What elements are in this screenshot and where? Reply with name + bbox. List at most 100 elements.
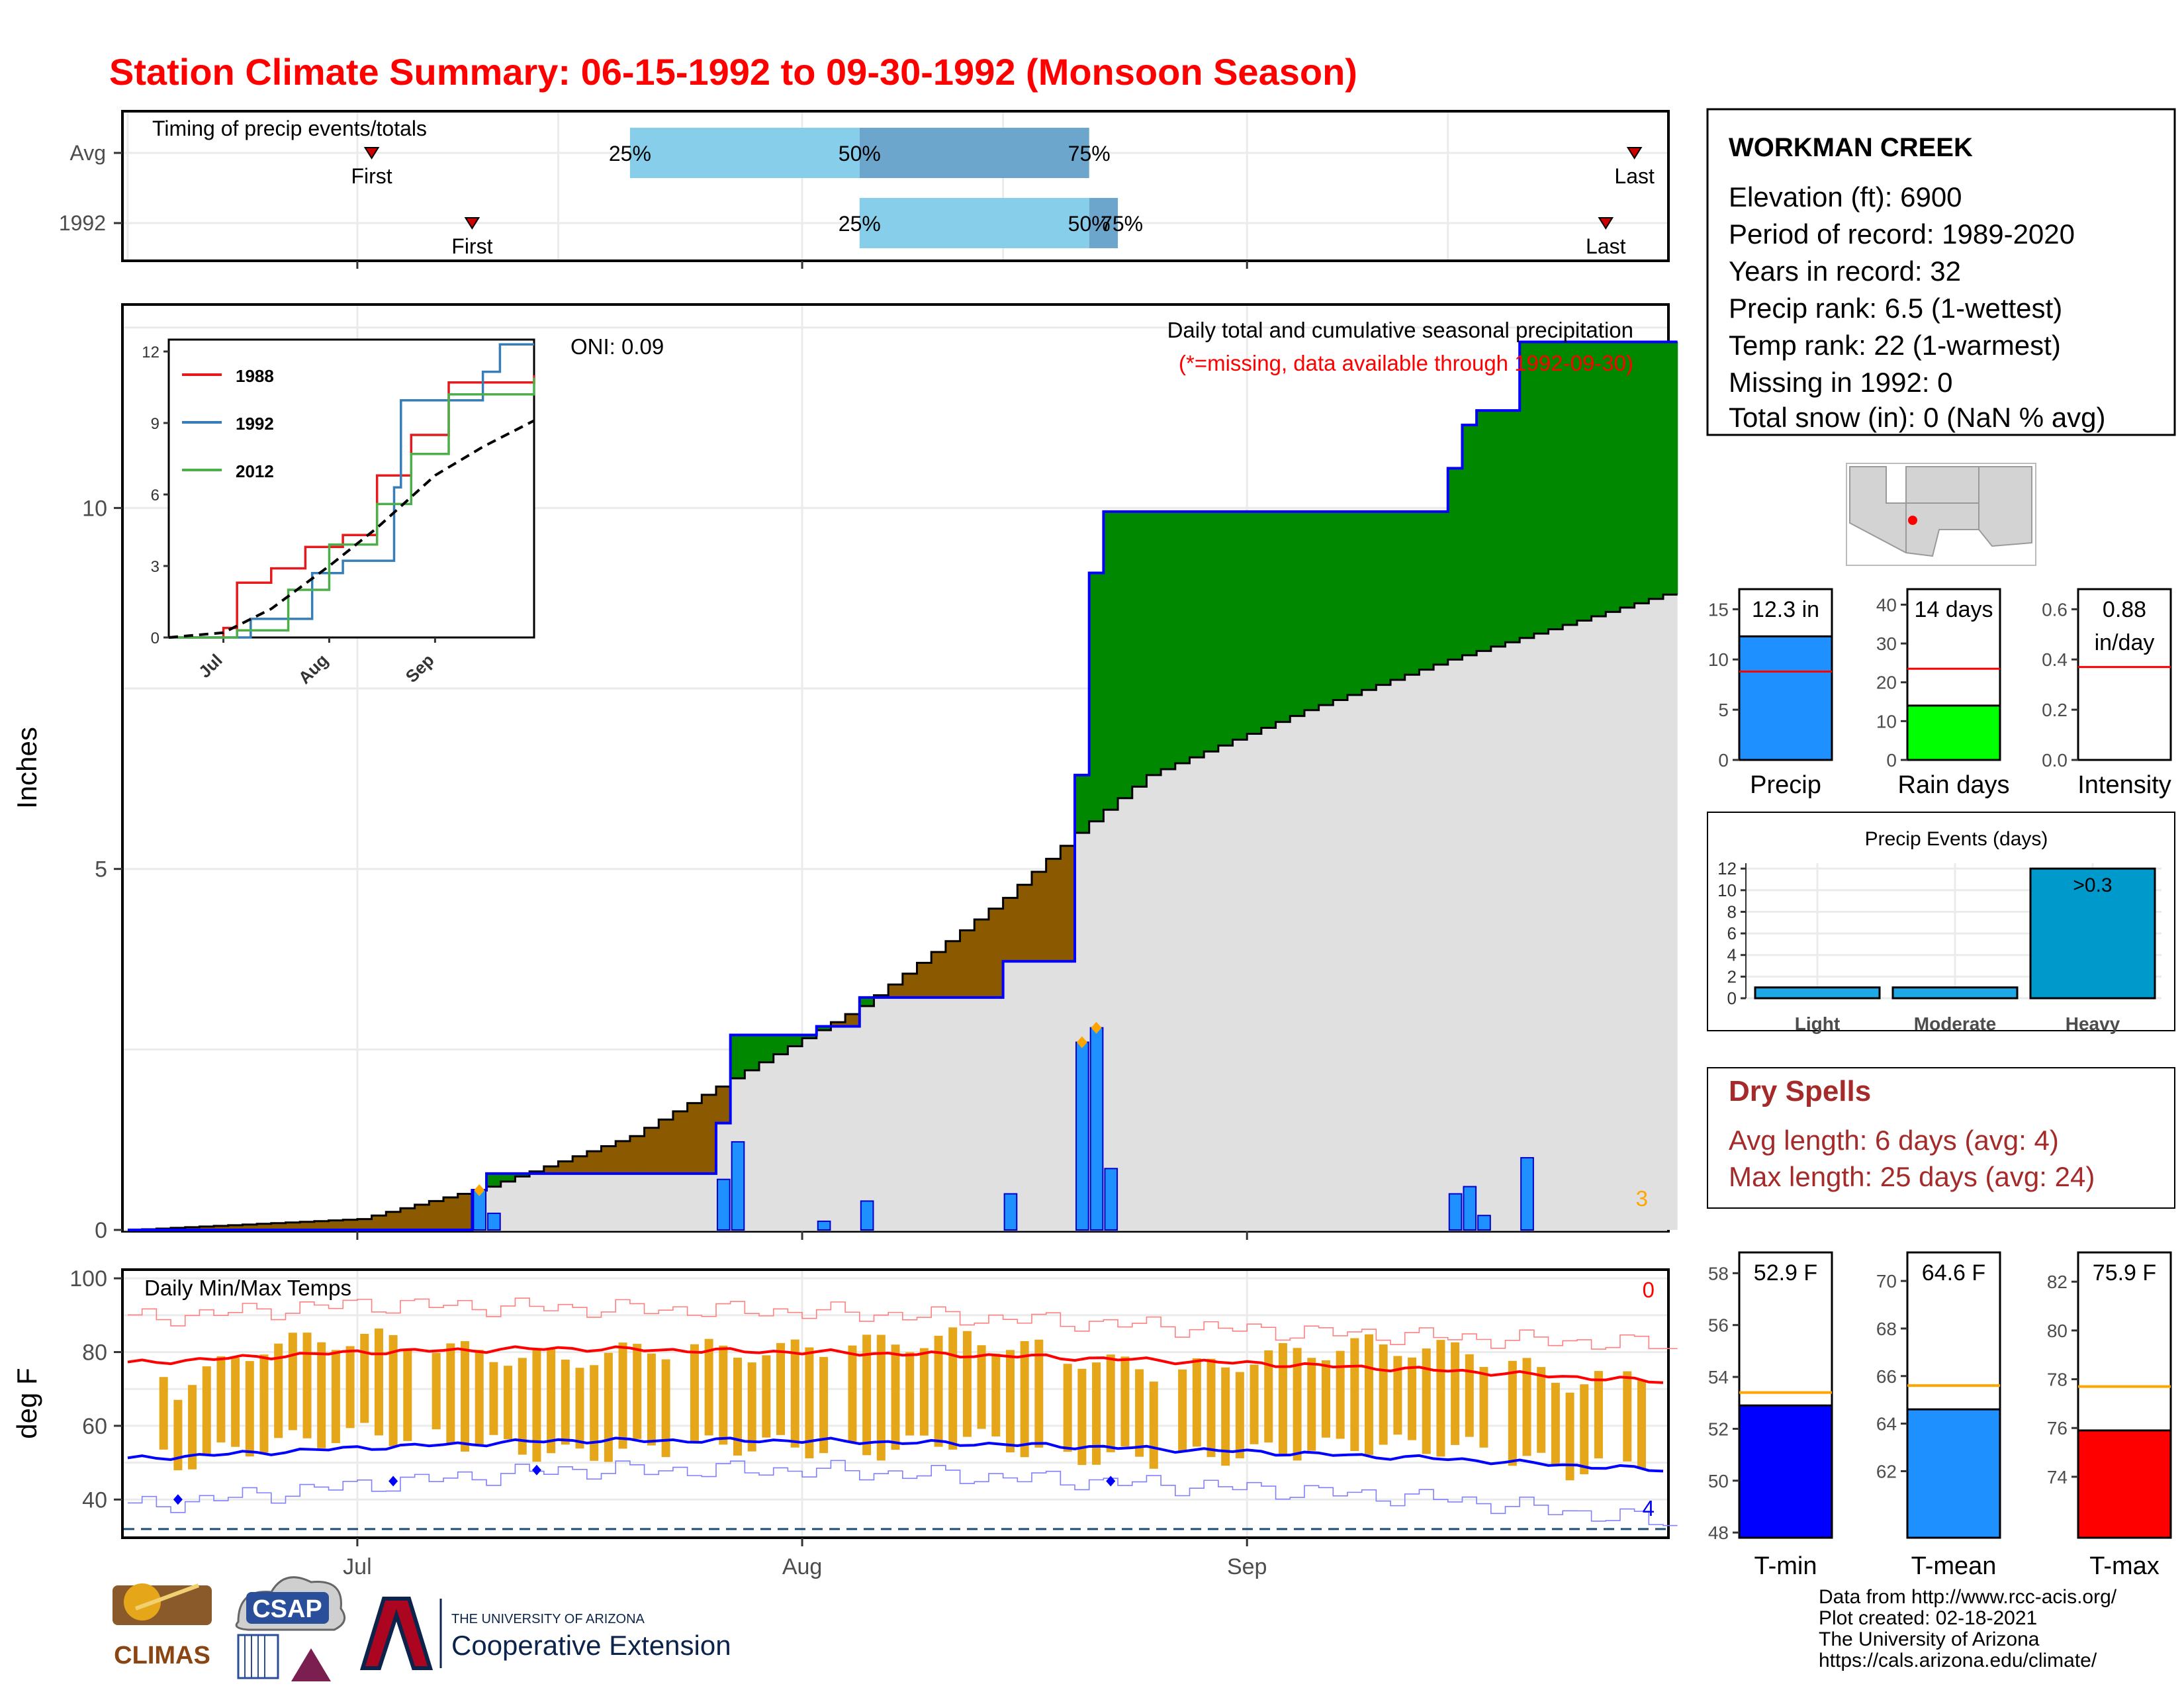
avg-max-line — [127, 1345, 1664, 1384]
daily-temp-range-bar — [747, 1362, 756, 1452]
record-low-marker — [173, 1494, 183, 1505]
precip-diff-fill — [1075, 774, 1090, 833]
precip-diff-fill — [1533, 342, 1549, 634]
events-ytick-label: 2 — [1727, 966, 1737, 986]
daily-temp-range-bar — [647, 1353, 656, 1446]
record-low-line — [128, 1460, 1678, 1526]
precip-diff-fill — [1060, 845, 1075, 962]
summary-xlabel: Rain days — [1898, 771, 2010, 799]
precip-diff-fill — [715, 1086, 731, 1123]
daily-temp-range-bar — [518, 1358, 527, 1455]
precip-diff-fill — [988, 908, 1004, 998]
precip-diff-fill — [1433, 511, 1449, 665]
precip-diff-fill — [659, 1119, 674, 1174]
timing-label-last: Last — [1614, 164, 1655, 188]
precip-diff-fill — [1218, 511, 1234, 746]
summary-bar-charts: 0 5 10 15 12.3 in Precip 0 10 20 30 40 14 days Rain … — [1708, 588, 2172, 799]
record-marker — [1076, 1036, 1087, 1049]
daily-temp-range-bar — [819, 1356, 829, 1454]
precip-diff-fill — [443, 1197, 459, 1230]
events-xlabel: Moderate — [1914, 1013, 1996, 1034]
summary-ytick-label: 0.2 — [2042, 700, 2068, 720]
temp-summary-ytick-label: 76 — [2047, 1418, 2068, 1438]
precip-diff-fill — [974, 919, 989, 998]
precip-diff-fill — [1663, 342, 1678, 595]
daily-temp-range-bar — [1408, 1357, 1417, 1440]
events-bar-Heavy — [2029, 867, 2156, 1000]
daily-temp-range-bar — [690, 1344, 699, 1442]
credit-university: The University of Arizona — [1819, 1628, 2040, 1650]
daily-temp-range-bar — [733, 1358, 742, 1456]
events-ytick-label: 6 — [1727, 923, 1737, 943]
daily-precip-bar — [716, 1178, 731, 1231]
precip-diff-fill — [314, 1221, 330, 1230]
daily-temp-range-bar — [317, 1342, 326, 1448]
daily-temp-range-bar — [1077, 1368, 1087, 1466]
daily-temp-range-bar — [302, 1333, 312, 1438]
record-low-marker — [388, 1476, 398, 1487]
daily-precip-bar — [487, 1212, 501, 1231]
ua-line1: THE UNIVERSITY OF ARIZONA — [451, 1612, 645, 1626]
precip-diff-fill — [1003, 898, 1018, 962]
temp-summary-bar-T-mean — [1906, 1408, 2001, 1539]
daily-temp-range-bar — [1178, 1369, 1187, 1452]
daily-temp-range-bar — [1120, 1356, 1130, 1447]
timing-row-label-year: 1992 — [59, 211, 106, 235]
daily-precip-bar — [1448, 1193, 1463, 1231]
daily-temp-range-bar — [1092, 1362, 1101, 1465]
summary-ytick-label: 0.6 — [2042, 599, 2068, 620]
temp-ytick-label: 40 — [82, 1487, 107, 1513]
temp-summary-value-label: 52.9 F — [1754, 1260, 1817, 1286]
timing-bar-25-50 — [629, 128, 860, 178]
precip-diff-fill — [730, 1035, 745, 1078]
summary-xlabel: Precip — [1750, 771, 1821, 799]
timing-label-first: First — [451, 234, 492, 258]
daily-temp-range-bar — [1063, 1364, 1072, 1452]
precip-ytick-label: 10 — [82, 496, 107, 521]
timing-marker — [363, 147, 380, 160]
daily-temp-range-bar — [202, 1366, 211, 1454]
temp-ytick-label: 100 — [69, 1266, 107, 1291]
daily-temp-range-bar — [1565, 1392, 1574, 1481]
daily-temp-range-bar — [848, 1345, 857, 1442]
daily-temp-range-bar — [1379, 1344, 1388, 1445]
record-marker — [474, 1184, 485, 1197]
daily-precip-bar — [1104, 1168, 1118, 1231]
precip-diff-fill — [300, 1221, 315, 1230]
timing-row-label-avg: Avg — [69, 141, 106, 165]
temperature-summary-bars: 48 50 52 54 56 58 52.9 F T-min 62 64 66 68 70 64.6 F T… — [1708, 1251, 2172, 1580]
events-ytick-label: 8 — [1727, 902, 1737, 921]
daily-temp-range-bar — [1278, 1343, 1287, 1454]
summary-value-label: 14 days — [1914, 597, 1993, 622]
events-ytick-label: 12 — [1717, 859, 1737, 878]
map-state-borders — [1905, 467, 1979, 553]
timing-bar-50-75 — [1089, 198, 1118, 248]
precip-diff-fill — [1520, 342, 1535, 638]
precip-diff-fill — [515, 1173, 530, 1177]
station-period: Period of record: 1989-2020 — [1729, 218, 2075, 250]
temp-summary-ytick-label: 48 — [1708, 1523, 1729, 1543]
precip-diff-fill — [888, 984, 903, 998]
precip-header-line1: Daily total and cumulative seasonal prec… — [1167, 318, 1633, 342]
precip-diff-fill — [601, 1146, 616, 1174]
daily-temp-range-bar — [188, 1385, 197, 1470]
dry-spells-title: Dry Spells — [1729, 1075, 1871, 1107]
temp-summary-ytick-label: 52 — [1708, 1419, 1729, 1439]
precip-diff-fill — [199, 1226, 214, 1230]
precip-corner-count: 3 — [1636, 1186, 1648, 1211]
precip-diff-fill — [1232, 511, 1248, 740]
summary-ytick-label: 0 — [1718, 750, 1729, 771]
precip-diff-fill — [773, 1035, 788, 1055]
precip-diff-fill — [1563, 342, 1578, 626]
timing-title: Timing of precip events/totals — [152, 117, 427, 140]
events-bar-Light — [1754, 986, 1881, 1000]
precip-diff-fill — [285, 1222, 300, 1230]
avg-min-line — [127, 1436, 1664, 1473]
daily-temp-range-bar — [475, 1350, 484, 1445]
daily-temp-range-bar — [231, 1358, 240, 1447]
summary-ytick-label: 30 — [1876, 633, 1897, 654]
daily-temp-range-bar — [790, 1339, 799, 1448]
temp-summary-ytick-label: 80 — [2047, 1321, 2068, 1341]
daily-temp-range-bar — [1436, 1340, 1445, 1457]
